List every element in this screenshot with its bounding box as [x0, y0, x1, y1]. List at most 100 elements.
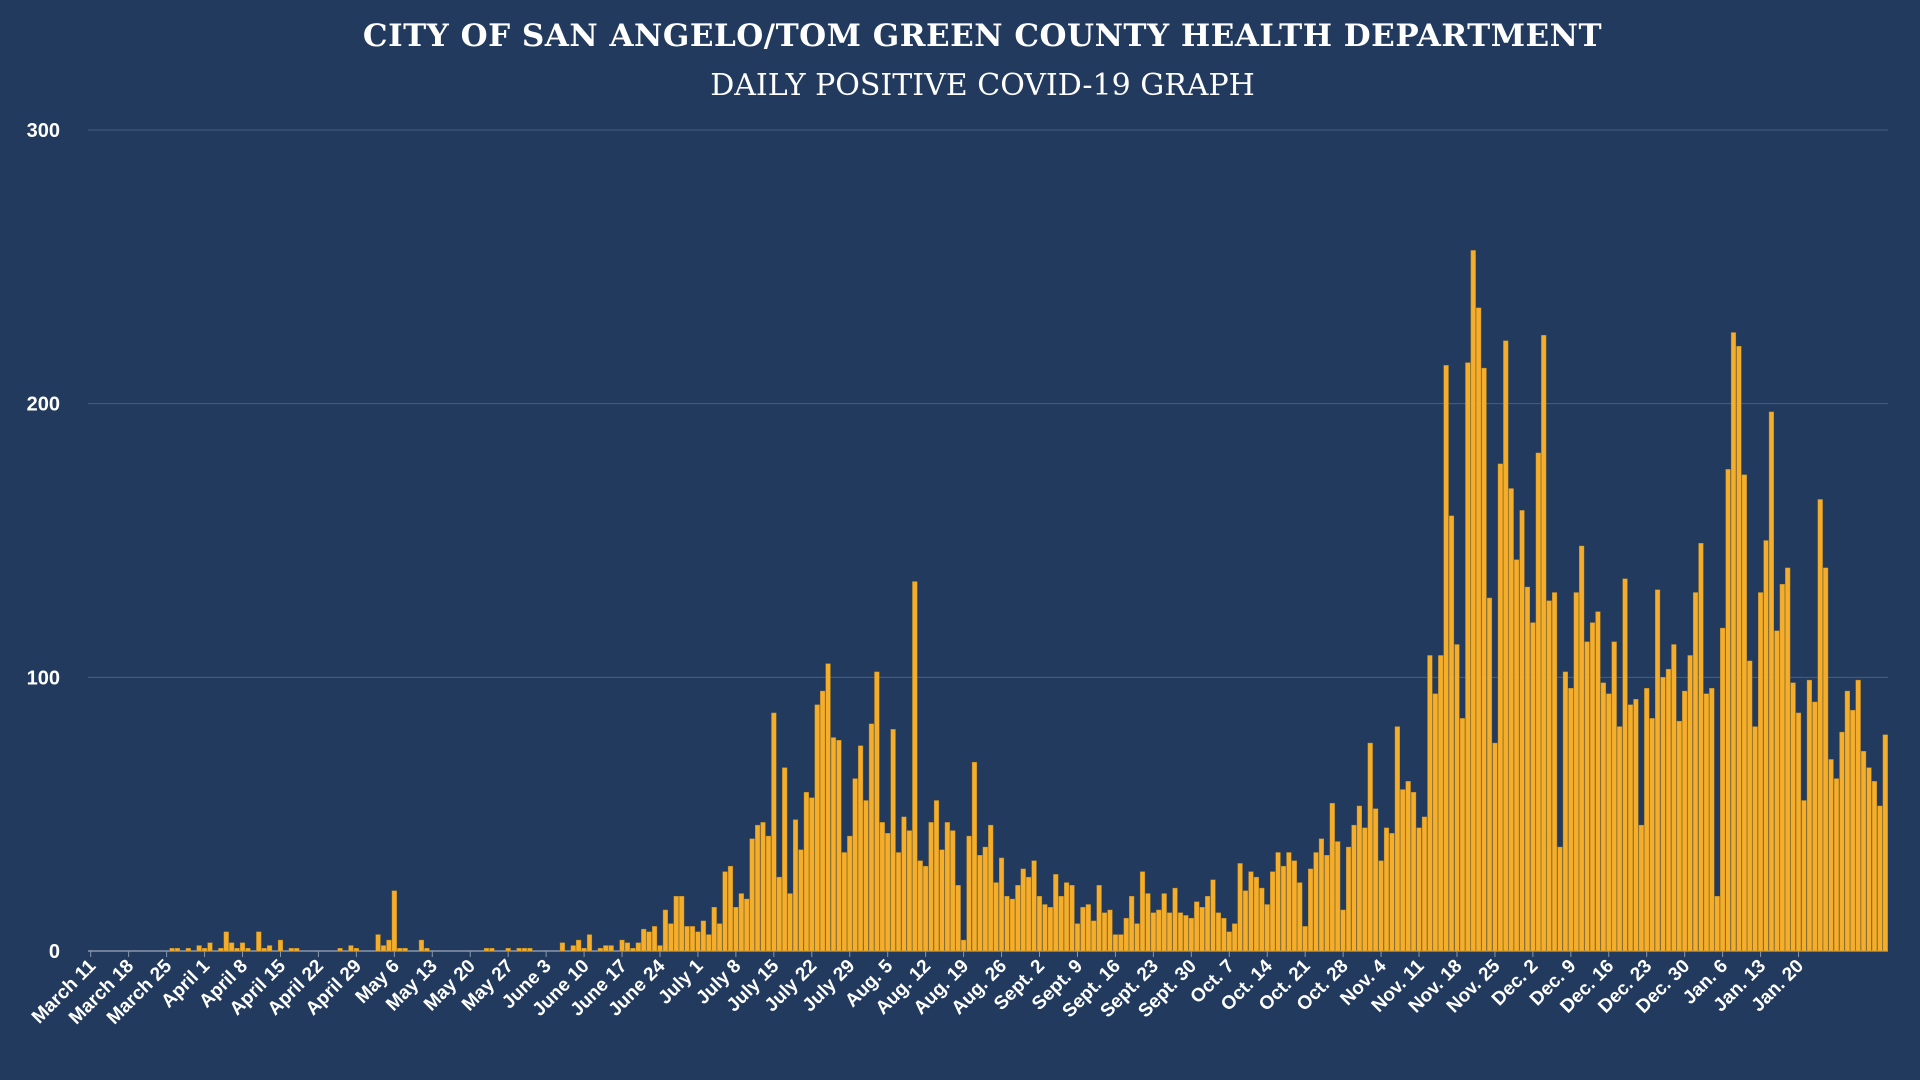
- bar: [1768, 411, 1774, 952]
- chart-subtitle: DAILY POSITIVE COVID-19 GRAPH: [710, 68, 1255, 103]
- bar: [1866, 767, 1872, 952]
- bar: [1215, 912, 1221, 952]
- bar: [1286, 852, 1292, 952]
- bar: [1232, 923, 1238, 952]
- bar: [174, 948, 181, 952]
- bar: [1427, 655, 1433, 952]
- bar: [1394, 726, 1400, 952]
- bar: [749, 838, 755, 952]
- bar: [885, 833, 891, 952]
- bar: [402, 948, 408, 952]
- bar: [912, 581, 918, 952]
- bar: [1747, 660, 1753, 952]
- bar: [841, 852, 847, 952]
- bar: [847, 835, 853, 952]
- bar: [1725, 469, 1731, 952]
- bar: [218, 948, 224, 952]
- bar: [906, 830, 912, 952]
- bar: [955, 885, 961, 952]
- bar: [608, 945, 614, 952]
- bar: [1850, 709, 1856, 952]
- bar: [1139, 871, 1146, 952]
- bar: [1714, 896, 1720, 952]
- bar: [386, 939, 392, 952]
- y-tick-label: 200: [27, 394, 60, 416]
- bar: [1188, 917, 1194, 952]
- bar: [1421, 816, 1427, 952]
- bar: [1308, 868, 1314, 952]
- bar: [521, 948, 528, 952]
- bar: [1481, 367, 1487, 952]
- y-tick-label: 0: [49, 941, 60, 963]
- bar: [977, 855, 983, 952]
- bar: [1546, 600, 1552, 952]
- bar: [890, 729, 896, 952]
- bar: [852, 778, 858, 952]
- bar: [267, 945, 273, 952]
- bar: [706, 934, 712, 952]
- bar: [717, 923, 723, 952]
- bar: [1210, 879, 1216, 952]
- bar: [895, 852, 902, 952]
- bar: [1617, 726, 1623, 952]
- bar: [375, 934, 381, 952]
- bar: [1194, 901, 1200, 952]
- bar: [1275, 852, 1281, 952]
- bar: [1698, 543, 1704, 952]
- bar: [223, 931, 229, 952]
- bar: [1665, 668, 1671, 952]
- bar: [1156, 909, 1162, 952]
- bar: [337, 948, 343, 952]
- bar: [1009, 898, 1015, 952]
- bar: [944, 822, 950, 952]
- bar: [1405, 781, 1411, 952]
- bar: [1573, 592, 1579, 952]
- bar: [1058, 896, 1064, 952]
- bar: [1871, 781, 1877, 952]
- bar: [1080, 907, 1086, 952]
- bar: [1839, 731, 1845, 952]
- bar: [1221, 917, 1227, 952]
- bar: [294, 948, 300, 952]
- bar: [1568, 688, 1574, 952]
- bar: [1817, 499, 1823, 952]
- bar: [966, 835, 972, 952]
- bar: [933, 800, 940, 952]
- bar: [559, 942, 565, 952]
- bar: [836, 740, 842, 952]
- bar: [695, 931, 701, 952]
- bar: [1627, 704, 1634, 952]
- bar: [923, 865, 929, 952]
- bar: [901, 816, 907, 952]
- bar: [1486, 597, 1493, 952]
- bar: [1584, 641, 1590, 952]
- bar: [635, 942, 641, 952]
- bar: [234, 948, 240, 952]
- bar: [1264, 904, 1270, 952]
- bar: [1280, 865, 1287, 952]
- bar: [1297, 882, 1303, 952]
- bar: [1606, 693, 1612, 952]
- bar: [711, 907, 717, 952]
- bar: [998, 857, 1005, 952]
- bar: [689, 926, 696, 952]
- bar: [1015, 885, 1021, 952]
- bar: [196, 945, 202, 952]
- bar: [1562, 671, 1568, 952]
- bar: [1004, 896, 1010, 952]
- bar: [1795, 712, 1802, 952]
- bar: [1736, 346, 1742, 952]
- bar: [971, 761, 978, 952]
- bar: [961, 939, 967, 952]
- bar: [662, 909, 668, 952]
- bar: [722, 871, 728, 952]
- bar: [1785, 567, 1791, 952]
- bar: [765, 835, 771, 952]
- bar: [239, 942, 246, 952]
- bar: [668, 923, 674, 952]
- y-axis: 0 100 200 300: [27, 120, 60, 963]
- bar: [1237, 863, 1243, 952]
- bar: [1828, 759, 1834, 952]
- bar: [1091, 920, 1097, 952]
